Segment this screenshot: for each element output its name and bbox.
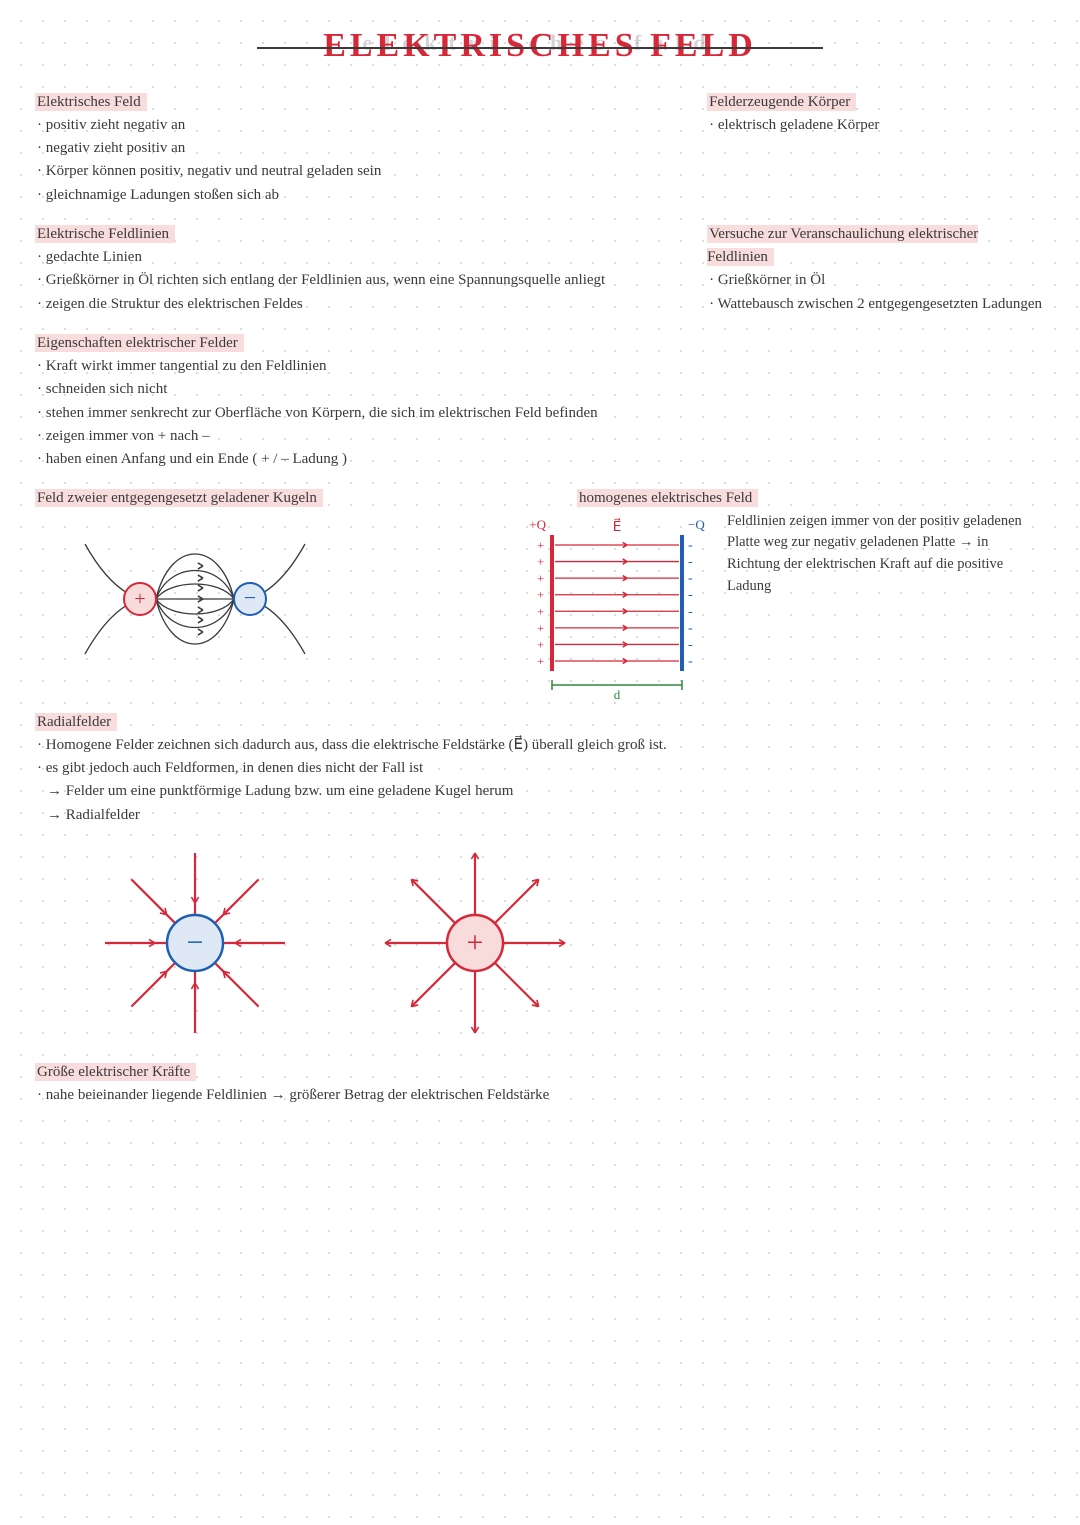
svg-text:-: - (688, 587, 693, 602)
heading: Versuche zur Veranschaulichung elektrisc… (707, 225, 978, 266)
heading: Eigenschaften elektrischer Felder (35, 334, 244, 352)
heading: Feld zweier entgegengesetzt geladener Ku… (35, 489, 323, 507)
list-item: Körper können positiv, negativ und neutr… (35, 160, 677, 183)
list-item: es gibt jedoch auch Feldformen, in denen… (35, 757, 1045, 780)
svg-text:+: + (537, 637, 544, 651)
svg-text:−Q: −Q (688, 517, 705, 532)
list-item: Grießkörner in Öl (707, 269, 1045, 292)
svg-text:E⃗: E⃗ (613, 517, 622, 535)
heading: Elektrisches Feld (35, 93, 147, 111)
heading: Radialfelder (35, 713, 117, 731)
svg-text:+: + (537, 554, 544, 568)
list-item: gedachte Linien (35, 246, 677, 269)
svg-text:-: - (688, 554, 693, 569)
title-strike (257, 47, 823, 49)
section-feldlinien: Elektrische Feldlinien gedachte LinienGr… (35, 223, 677, 316)
heading: homogenes elektrisches Feld (577, 489, 758, 507)
list-item: gleichnamige Ladungen stoßen sich ab (35, 184, 677, 207)
heading: Größe elektrischer Kräfte (35, 1063, 196, 1081)
page-title: elektrisches feld ELEKTRISCHES FELD (35, 20, 1045, 73)
svg-text:-: - (688, 571, 693, 586)
heading: Felderzeugende Körper (707, 93, 856, 111)
list-item: Grießkörner in Öl richten sich entlang d… (35, 269, 677, 292)
list-item: positiv zieht negativ an (35, 114, 677, 137)
svg-text:d: d (614, 687, 621, 701)
section-versuche: Versuche zur Veranschaulichung elektrisc… (707, 223, 1045, 316)
list-item: Homogene Felder zeichnen sich dadurch au… (35, 734, 1045, 757)
list-item: stehen immer senkrecht zur Oberfläche vo… (35, 402, 1045, 425)
svg-text:+: + (537, 604, 544, 618)
radial-field-negative: − (95, 843, 295, 1043)
svg-text:-: - (688, 538, 693, 553)
homogeneous-field-diagram: +Q −Q + - + - + - + - + - + - + - + - E⃗ d (517, 511, 717, 701)
heading: Elektrische Feldlinien (35, 225, 175, 243)
svg-text:-: - (688, 654, 693, 669)
svg-text:-: - (688, 604, 693, 619)
homogeneous-field-text: Feldlinien zeigen immer von der positiv … (727, 511, 1045, 701)
svg-text:+: + (467, 926, 484, 959)
list-item: Felder um eine punktförmige Ladung bzw. … (35, 780, 1045, 803)
title-main: ELEKTRISCHES FELD (323, 27, 757, 64)
svg-text:+: + (537, 538, 544, 552)
svg-text:+: + (537, 654, 544, 668)
svg-text:+: + (537, 621, 544, 635)
section-elektrisches-feld: Elektrisches Feld positiv zieht negativ … (35, 91, 677, 207)
list-item: schneiden sich nicht (35, 378, 1045, 401)
dipole-diagram: +− (35, 511, 355, 681)
section-felderzeugende: Felderzeugende Körper elektrisch geladen… (707, 91, 1045, 138)
svg-text:+: + (134, 588, 145, 610)
section-eigenschaften: Eigenschaften elektrischer Felder Kraft … (35, 332, 1045, 472)
section-groesse: Größe elektrischer Kräfte nahe beieinand… (35, 1061, 1045, 1108)
list-item: Radialfelder (35, 804, 1045, 827)
svg-text:−: − (187, 926, 204, 959)
list-item: haben einen Anfang und ein Ende ( + / – … (35, 448, 1045, 471)
svg-text:−: − (244, 585, 256, 610)
list-item: Kraft wirkt immer tangential zu den Feld… (35, 355, 1045, 378)
svg-text:+: + (537, 587, 544, 601)
list-item: Wattebausch zwischen 2 entgegengesetzten… (707, 293, 1045, 316)
radial-field-positive: + (375, 843, 575, 1043)
list-item: zeigen die Struktur des elektrischen Fel… (35, 293, 677, 316)
svg-text:-: - (688, 621, 693, 636)
svg-text:-: - (688, 637, 693, 652)
list-item: elektrisch geladene Körper (707, 114, 1045, 137)
list-item: nahe beieinander liegende Feldlinien → g… (35, 1084, 1045, 1107)
svg-text:+: + (537, 571, 544, 585)
list-item: zeigen immer von + nach – (35, 425, 1045, 448)
section-radialfelder: Radialfelder Homogene Felder zeichnen si… (35, 711, 1045, 827)
list-item: negativ zieht positiv an (35, 137, 677, 160)
svg-text:+Q: +Q (529, 517, 546, 532)
